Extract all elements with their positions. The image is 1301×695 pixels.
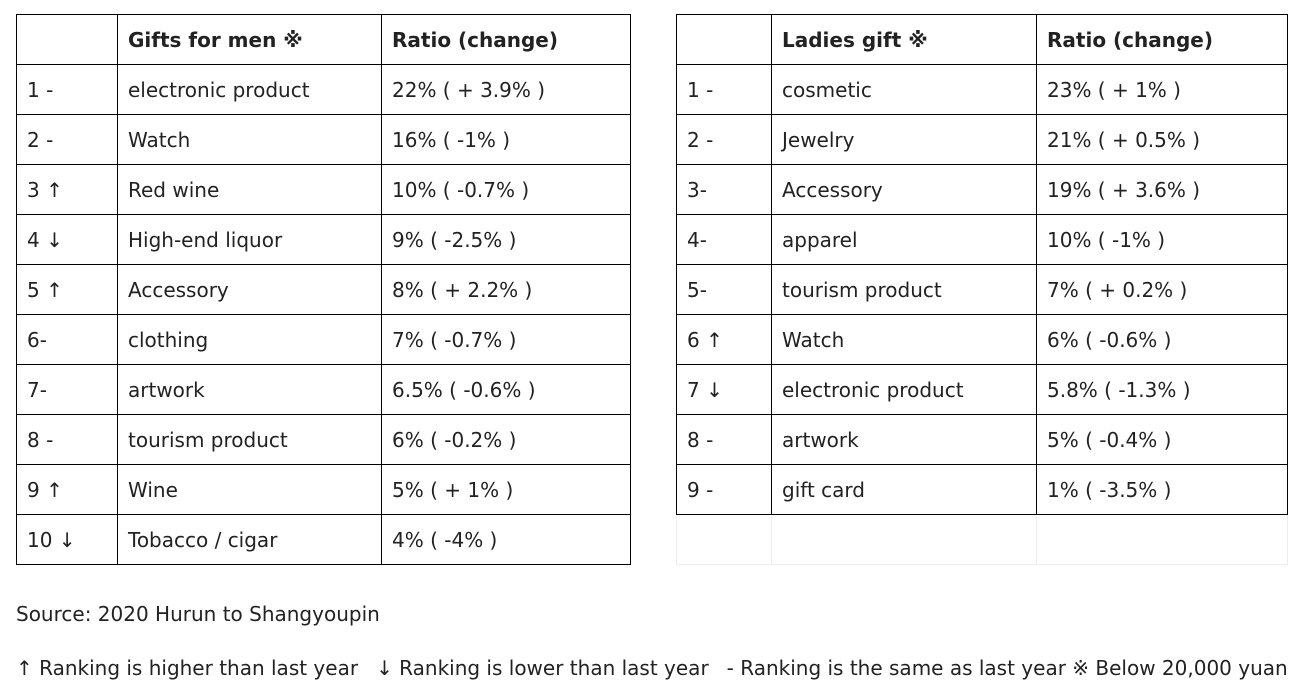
- ratio-cell: 6.5% ( -0.6% ): [381, 364, 631, 415]
- legend-same: - Ranking is the same as last year: [726, 656, 1066, 680]
- rank-cell: 5-: [676, 264, 772, 315]
- table-row: 4 ↓ High-end liquor 9% ( -2.5% ): [16, 214, 631, 265]
- table-row: 6 ↑ Watch 6% ( -0.6% ): [676, 314, 1288, 365]
- table-row: 1 - electronic product 22% ( + 3.9% ): [16, 64, 631, 115]
- table-row: 8 - artwork 5% ( -0.4% ): [676, 414, 1288, 465]
- table-row: 9 ↑ Wine 5% ( + 1% ): [16, 464, 631, 515]
- ratio-cell: 6% ( -0.6% ): [1036, 314, 1288, 365]
- rank-cell: 2 -: [676, 114, 772, 165]
- rank-cell: 9 -: [676, 464, 772, 515]
- ratio-cell: 8% ( + 2.2% ): [381, 264, 631, 315]
- table-header-row: Ladies gift ※ Ratio (change): [676, 14, 1288, 65]
- item-cell: artwork: [771, 414, 1037, 465]
- empty-cell: [1036, 514, 1288, 565]
- table-row: 8 - tourism product 6% ( -0.2% ): [16, 414, 631, 465]
- empty-cell: [676, 514, 772, 565]
- rank-cell: 8 -: [676, 414, 772, 465]
- table-row: 1 - cosmetic 23% ( + 1% ): [676, 64, 1288, 115]
- item-cell: apparel: [771, 214, 1037, 265]
- ratio-cell: 10% ( -0.7% ): [381, 164, 631, 215]
- rank-cell: 4 ↓: [16, 214, 118, 265]
- table-row: 6- clothing 7% ( -0.7% ): [16, 314, 631, 365]
- header-rank: [676, 14, 772, 65]
- header-item: Ladies gift ※: [771, 14, 1037, 65]
- ratio-cell: 1% ( -3.5% ): [1036, 464, 1288, 515]
- item-cell: Jewelry: [771, 114, 1037, 165]
- item-cell: Red wine: [117, 164, 382, 215]
- rank-cell: 7-: [16, 364, 118, 415]
- legend-up: ↑ Ranking is higher than last year: [16, 656, 359, 680]
- table-row: 5- tourism product 7% ( + 0.2% ): [676, 264, 1288, 315]
- table-row: 7 ↓ electronic product 5.8% ( -1.3% ): [676, 364, 1288, 415]
- table-row: 2 - Jewelry 21% ( + 0.5% ): [676, 114, 1288, 165]
- rank-cell: 8 -: [16, 414, 118, 465]
- item-cell: electronic product: [117, 64, 382, 115]
- ratio-cell: 19% ( + 3.6% ): [1036, 164, 1288, 215]
- rank-cell: 3 ↑: [16, 164, 118, 215]
- table-row: 5 ↑ Accessory 8% ( + 2.2% ): [16, 264, 631, 315]
- header-rank: [16, 14, 118, 65]
- ratio-cell: 22% ( + 3.9% ): [381, 64, 631, 115]
- ratio-cell: 5% ( + 1% ): [381, 464, 631, 515]
- item-cell: clothing: [117, 314, 382, 365]
- ratio-cell: 5% ( -0.4% ): [1036, 414, 1288, 465]
- rank-cell: 1 -: [16, 64, 118, 115]
- header-ratio: Ratio (change): [1036, 14, 1288, 65]
- item-cell: artwork: [117, 364, 382, 415]
- header-item: Gifts for men ※: [117, 14, 382, 65]
- men-table-body: 1 - electronic product 22% ( + 3.9% ) 2 - Wa…: [16, 64, 631, 565]
- item-cell: Watch: [117, 114, 382, 165]
- empty-cell: [771, 514, 1037, 565]
- rank-cell: 9 ↑: [16, 464, 118, 515]
- item-cell: Accessory: [771, 164, 1037, 215]
- table-row: 10 ↓ Tobacco / cigar 4% ( -4% ): [16, 514, 631, 565]
- men-gift-table: Gifts for men ※ Ratio (change) 1 - electr…: [16, 14, 631, 565]
- rank-cell: 7 ↓: [676, 364, 772, 415]
- rank-cell: 6-: [16, 314, 118, 365]
- item-cell: Tobacco / cigar: [117, 514, 382, 565]
- rank-cell: 5 ↑: [16, 264, 118, 315]
- ratio-cell: 21% ( + 0.5% ): [1036, 114, 1288, 165]
- legend: ↑ Ranking is higher than last year ↓ Rank…: [16, 656, 1288, 680]
- item-cell: electronic product: [771, 364, 1037, 415]
- table-row: 9 - gift card 1% ( -3.5% ): [676, 464, 1288, 515]
- ratio-cell: 16% ( -1% ): [381, 114, 631, 165]
- women-gift-table: Ladies gift ※ Ratio (change) 1 - cosmetic…: [676, 14, 1288, 565]
- table-row: 4- apparel 10% ( -1% ): [676, 214, 1288, 265]
- rank-cell: 1 -: [676, 64, 772, 115]
- legend-note: ※ Below 20,000 yuan: [1072, 656, 1288, 680]
- ratio-cell: 7% ( -0.7% ): [381, 314, 631, 365]
- rank-cell: 4-: [676, 214, 772, 265]
- table-row: 7- artwork 6.5% ( -0.6% ): [16, 364, 631, 415]
- table-header-row: Gifts for men ※ Ratio (change): [16, 14, 631, 65]
- rank-cell: 2 -: [16, 114, 118, 165]
- ratio-cell: 4% ( -4% ): [381, 514, 631, 565]
- table-row: 3- Accessory 19% ( + 3.6% ): [676, 164, 1288, 215]
- item-cell: tourism product: [117, 414, 382, 465]
- item-cell: cosmetic: [771, 64, 1037, 115]
- item-cell: High-end liquor: [117, 214, 382, 265]
- ratio-cell: 9% ( -2.5% ): [381, 214, 631, 265]
- item-cell: Accessory: [117, 264, 382, 315]
- table-row: 3 ↑ Red wine 10% ( -0.7% ): [16, 164, 631, 215]
- source-note: Source: 2020 Hurun to Shangyoupin: [16, 602, 380, 626]
- ratio-cell: 7% ( + 0.2% ): [1036, 264, 1288, 315]
- ratio-cell: 6% ( -0.2% ): [381, 414, 631, 465]
- rank-cell: 3-: [676, 164, 772, 215]
- item-cell: Watch: [771, 314, 1037, 365]
- ratio-cell: 23% ( + 1% ): [1036, 64, 1288, 115]
- table-row: 2 - Watch 16% ( -1% ): [16, 114, 631, 165]
- rank-cell: 10 ↓: [16, 514, 118, 565]
- item-cell: gift card: [771, 464, 1037, 515]
- rank-cell: 6 ↑: [676, 314, 772, 365]
- legend-down: ↓ Ranking is lower than last year: [376, 656, 709, 680]
- header-ratio: Ratio (change): [381, 14, 631, 65]
- item-cell: tourism product: [771, 264, 1037, 315]
- women-table-body: 1 - cosmetic 23% ( + 1% ) 2 - Jewelry 21% ( +…: [676, 64, 1288, 515]
- empty-row: [676, 514, 1288, 565]
- ratio-cell: 5.8% ( -1.3% ): [1036, 364, 1288, 415]
- ratio-cell: 10% ( -1% ): [1036, 214, 1288, 265]
- item-cell: Wine: [117, 464, 382, 515]
